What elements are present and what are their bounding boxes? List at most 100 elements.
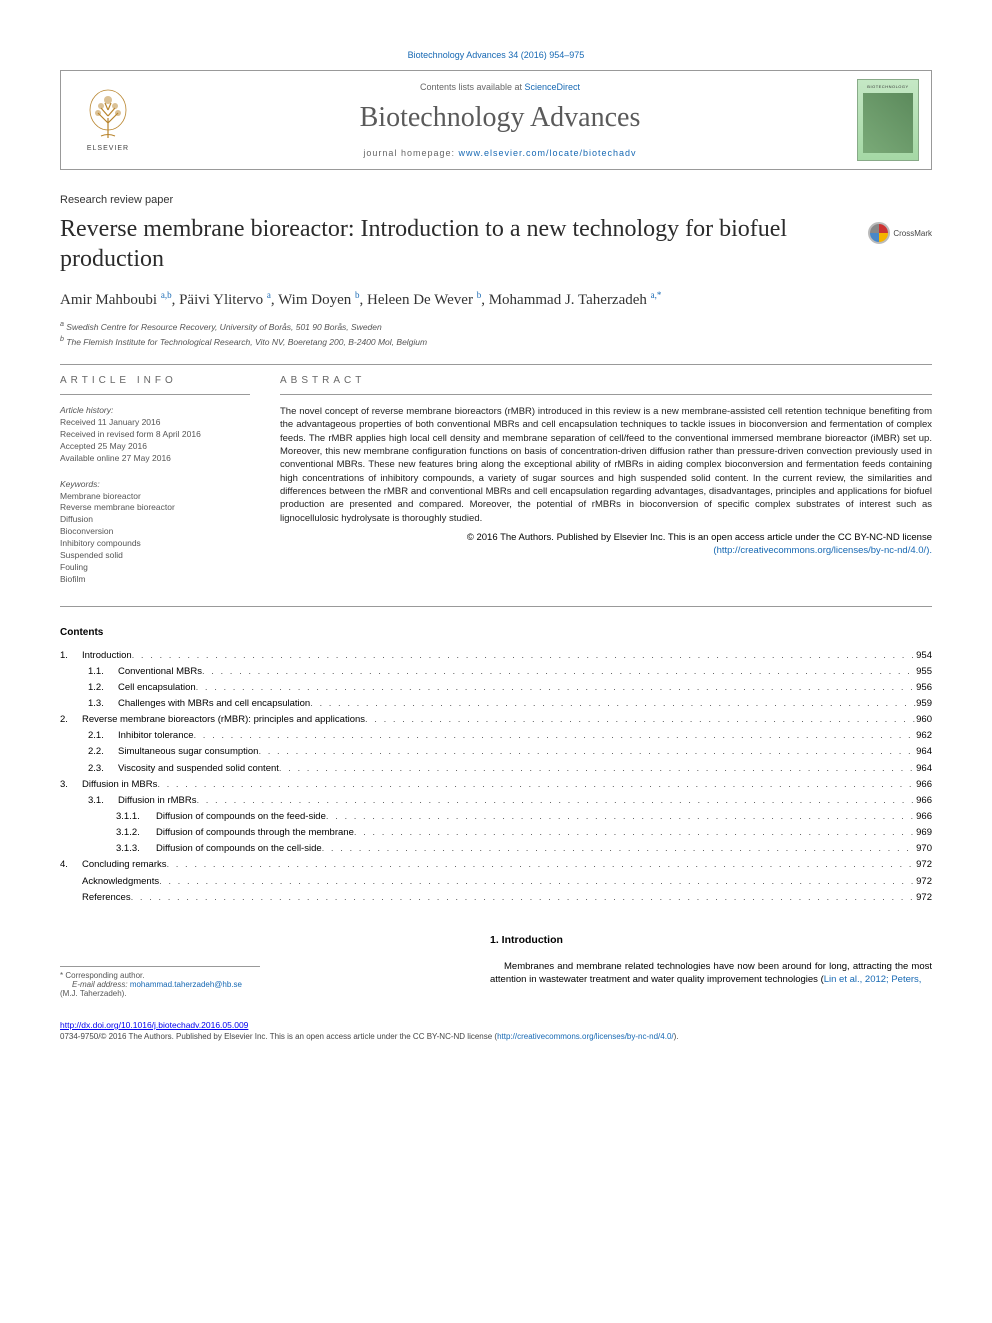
homepage-link[interactable]: www.elsevier.com/locate/biotechadv	[458, 148, 636, 158]
toc-dots: . . . . . . . . . . . . . . . . . . . . …	[322, 841, 916, 857]
toc-dots: . . . . . . . . . . . . . . . . . . . . …	[194, 728, 917, 744]
toc-entry[interactable]: 1.2. Cell encapsulation . . . . . . . . …	[60, 680, 932, 696]
toc-page: 966	[916, 793, 932, 809]
intro-citation-link[interactable]: Lin et al., 2012; Peters,	[824, 974, 922, 985]
toc-page: 972	[916, 890, 932, 906]
header-center: Contents lists available at ScienceDirec…	[143, 82, 857, 158]
toc-label: Reverse membrane bioreactors (rMBR): pri…	[82, 712, 365, 728]
keyword: Bioconversion	[60, 526, 250, 538]
crossmark-label: CrossMark	[893, 229, 932, 238]
toc-label: Diffusion of compounds on the cell-side	[156, 841, 322, 857]
toc-entry[interactable]: References . . . . . . . . . . . . . . .…	[60, 890, 932, 906]
crossmark-icon	[868, 222, 890, 244]
sciencedirect-link[interactable]: ScienceDirect	[525, 82, 581, 92]
toc-entry[interactable]: 1. Introduction . . . . . . . . . . . . …	[60, 648, 932, 664]
affiliation: a Swedish Centre for Resource Recovery, …	[60, 319, 932, 334]
keyword: Reverse membrane bioreactor	[60, 502, 250, 514]
toc-entry[interactable]: 3.1.2. Diffusion of compounds through th…	[60, 825, 932, 841]
toc-entry[interactable]: 1.1. Conventional MBRs . . . . . . . . .…	[60, 664, 932, 680]
toc-page: 966	[916, 809, 932, 825]
toc-label: Diffusion in MBRs	[82, 777, 157, 793]
toc-entry[interactable]: 4. Concluding remarks . . . . . . . . . …	[60, 857, 932, 873]
abstract-license: © 2016 The Authors. Published by Elsevie…	[280, 531, 932, 558]
toc-entry[interactable]: 2.3. Viscosity and suspended solid conte…	[60, 761, 932, 777]
toc-label: Viscosity and suspended solid content	[118, 761, 279, 777]
journal-reference: Biotechnology Advances 34 (2016) 954–975	[60, 50, 932, 60]
email-suffix: (M.J. Taherzadeh).	[60, 989, 127, 998]
toc-entry[interactable]: 3.1.3. Diffusion of compounds on the cel…	[60, 841, 932, 857]
intro-right-column: 1. Introduction Membranes and membrane r…	[490, 906, 932, 998]
abstract-heading: ABSTRACT	[280, 375, 932, 386]
history-line: Available online 27 May 2016	[60, 453, 250, 465]
info-divider	[60, 394, 250, 395]
toc-dots: . . . . . . . . . . . . . . . . . . . . …	[202, 664, 916, 680]
email-link[interactable]: mohammad.taherzadeh@hb.se	[130, 980, 242, 989]
toc-label: References	[82, 890, 131, 906]
elsevier-tree-icon	[83, 88, 133, 143]
toc-dots: . . . . . . . . . . . . . . . . . . . . …	[166, 857, 916, 873]
toc-entry[interactable]: 3.1. Diffusion in rMBRs . . . . . . . . …	[60, 793, 932, 809]
copyright-text: © 2016 The Authors. Published by Elsevie…	[467, 532, 932, 543]
toc-label: Diffusion of compounds through the membr…	[156, 825, 354, 841]
toc-dots: . . . . . . . . . . . . . . . . . . . . …	[354, 825, 916, 841]
corresponding-label: * Corresponding author.	[60, 971, 260, 980]
title-row: Reverse membrane bioreactor: Introductio…	[60, 214, 932, 290]
journal-header: ELSEVIER Contents lists available at Sci…	[60, 70, 932, 170]
toc-label: Challenges with MBRs and cell encapsulat…	[118, 696, 310, 712]
toc-dots: . . . . . . . . . . . . . . . . . . . . …	[159, 874, 916, 890]
keyword: Membrane bioreactor	[60, 491, 250, 503]
toc-entry[interactable]: 2. Reverse membrane bioreactors (rMBR): …	[60, 712, 932, 728]
toc-page: 956	[916, 680, 932, 696]
toc-label: Conventional MBRs	[118, 664, 202, 680]
toc-number	[60, 890, 82, 906]
toc-page: 964	[916, 744, 932, 760]
abstract-divider	[280, 394, 932, 395]
intro-row: * Corresponding author. E-mail address: …	[60, 906, 932, 998]
keyword: Inhibitory compounds	[60, 538, 250, 550]
toc-label: Introduction	[82, 648, 132, 664]
toc-entry[interactable]: 3. Diffusion in MBRs . . . . . . . . . .…	[60, 777, 932, 793]
keyword: Biofilm	[60, 574, 250, 586]
journal-cover-title: BIOTECHNOLOGY	[867, 84, 908, 89]
toc-page: 964	[916, 761, 932, 777]
footer-copyright-text: 0734-9750/© 2016 The Authors. Published …	[60, 1032, 497, 1041]
toc-entry[interactable]: Acknowledgments . . . . . . . . . . . . …	[60, 874, 932, 890]
toc-label: Diffusion of compounds on the feed-side	[156, 809, 326, 825]
publisher-name: ELSEVIER	[87, 145, 129, 152]
affiliation: b The Flemish Institute for Technologica…	[60, 334, 932, 349]
toc-label: Diffusion in rMBRs	[118, 793, 197, 809]
corresponding-author-footnote: * Corresponding author. E-mail address: …	[60, 966, 260, 998]
contents-prefix: Contents lists available at	[420, 82, 525, 92]
toc-number	[60, 874, 82, 890]
history-line: Accepted 25 May 2016	[60, 441, 250, 453]
affiliations: a Swedish Centre for Resource Recovery, …	[60, 319, 932, 348]
email-label: E-mail address:	[72, 980, 128, 989]
toc-entry[interactable]: 2.2. Simultaneous sugar consumption . . …	[60, 744, 932, 760]
elsevier-logo: ELSEVIER	[73, 80, 143, 160]
toc-entry[interactable]: 2.1. Inhibitor tolerance . . . . . . . .…	[60, 728, 932, 744]
toc-dots: . . . . . . . . . . . . . . . . . . . . …	[365, 712, 916, 728]
keyword: Diffusion	[60, 514, 250, 526]
keyword: Suspended solid	[60, 550, 250, 562]
toc-entry[interactable]: 1.3. Challenges with MBRs and cell encap…	[60, 696, 932, 712]
paper-title: Reverse membrane bioreactor: Introductio…	[60, 214, 856, 274]
toc-number: 3.1.3.	[116, 841, 156, 857]
contents-available-line: Contents lists available at ScienceDirec…	[143, 82, 857, 92]
license-link[interactable]: (http://creativecommons.org/licenses/by-…	[713, 545, 932, 556]
toc-dots: . . . . . . . . . . . . . . . . . . . . …	[196, 680, 917, 696]
info-abstract-row: ARTICLE INFO Article history: Received 1…	[60, 375, 932, 585]
divider-mid	[60, 606, 932, 607]
journal-name: Biotechnology Advances	[143, 102, 857, 134]
toc-page: 969	[916, 825, 932, 841]
intro-heading: 1. Introduction	[490, 934, 932, 946]
toc-entry[interactable]: 3.1.1. Diffusion of compounds on the fee…	[60, 809, 932, 825]
doi-link[interactable]: http://dx.doi.org/10.1016/j.biotechadv.2…	[60, 1020, 932, 1030]
keywords-label: Keywords:	[60, 479, 250, 491]
doi-url[interactable]: http://dx.doi.org/10.1016/j.biotechadv.2…	[60, 1020, 248, 1030]
crossmark-badge[interactable]: CrossMark	[868, 222, 932, 244]
toc-number: 3.1.	[88, 793, 118, 809]
toc-number: 1.	[60, 648, 82, 664]
history-line: Received in revised form 8 April 2016	[60, 429, 250, 441]
footer-license-link[interactable]: http://creativecommons.org/licenses/by-n…	[497, 1032, 674, 1041]
keyword: Fouling	[60, 562, 250, 574]
